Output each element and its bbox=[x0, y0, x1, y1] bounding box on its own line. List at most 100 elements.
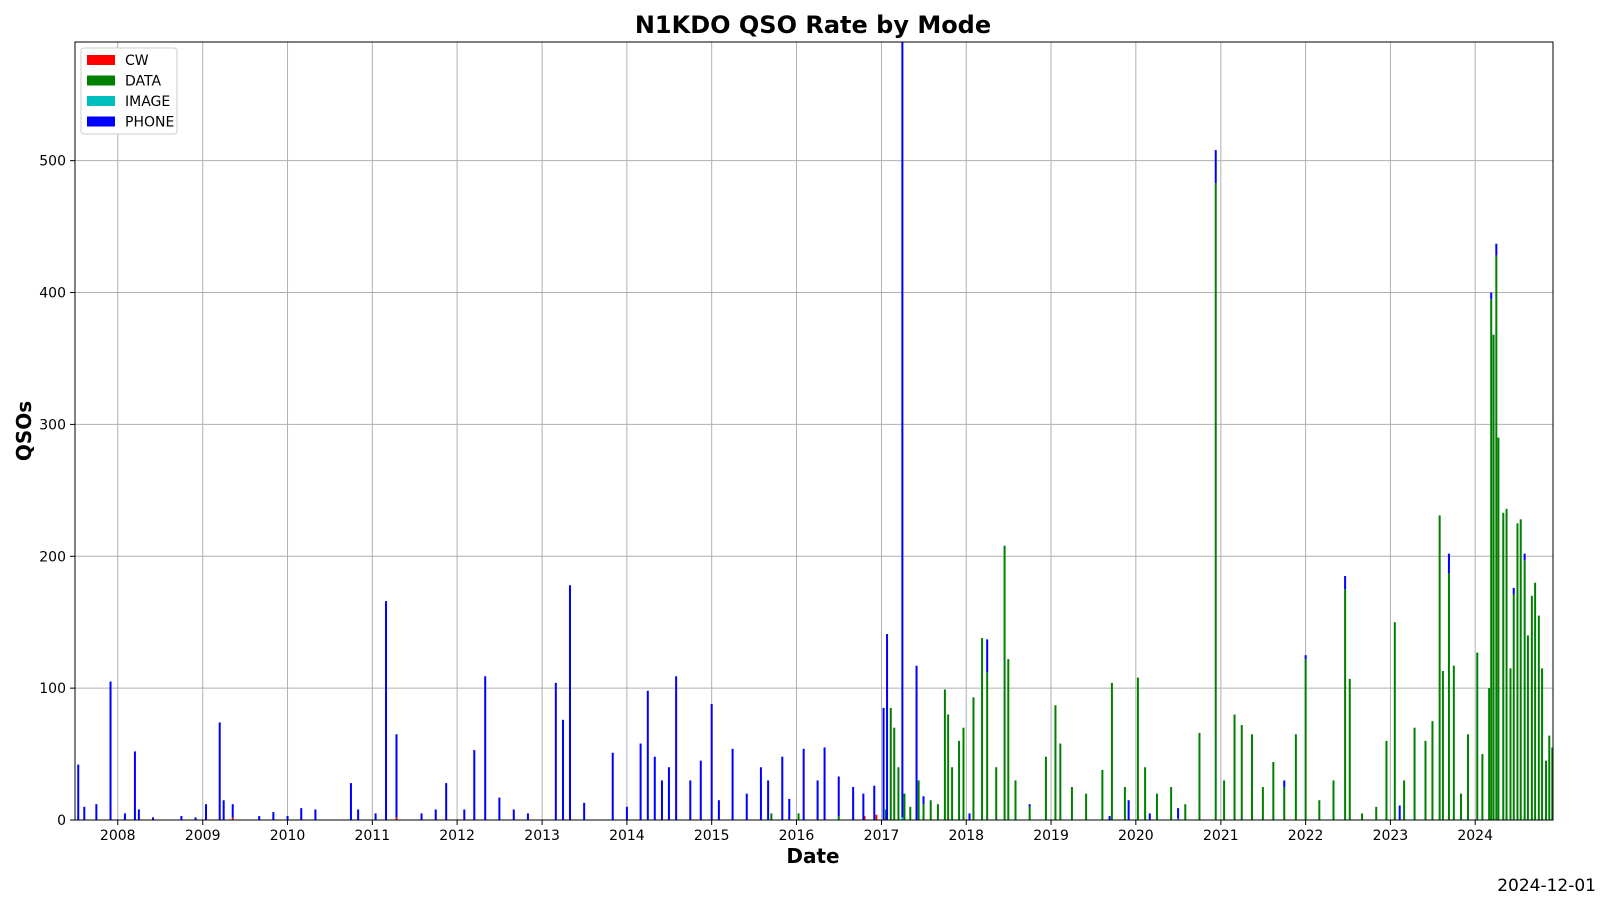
x-tick-label: 2009 bbox=[185, 828, 221, 844]
bar-data bbox=[1240, 725, 1243, 820]
bar-phone bbox=[1523, 553, 1526, 561]
plot-background bbox=[75, 42, 1553, 820]
bar-data bbox=[1509, 668, 1512, 820]
bar-phone bbox=[420, 813, 423, 820]
bar-data bbox=[1136, 677, 1139, 820]
grid-lines bbox=[75, 42, 1553, 820]
bar-phone bbox=[1304, 655, 1307, 660]
bar-phone bbox=[802, 748, 805, 820]
bar-phone bbox=[83, 806, 86, 820]
bar-data bbox=[951, 767, 954, 820]
bar-phone bbox=[901, 42, 904, 818]
bar-data bbox=[947, 714, 950, 820]
bar-phone bbox=[922, 796, 925, 805]
bar-data bbox=[1495, 255, 1498, 820]
bar-data bbox=[1385, 740, 1388, 820]
bar-phone bbox=[710, 703, 713, 820]
bar-data bbox=[995, 767, 998, 820]
bar-phone bbox=[767, 780, 770, 820]
bar-phone bbox=[473, 750, 476, 820]
bar-cw bbox=[231, 817, 234, 820]
bar-data bbox=[1460, 793, 1463, 820]
x-axis-label: Date bbox=[786, 844, 839, 868]
bar-phone bbox=[231, 804, 234, 818]
bar-phone bbox=[194, 817, 197, 820]
bar-data bbox=[1438, 515, 1441, 820]
bar-data bbox=[1332, 780, 1335, 820]
bar-data bbox=[981, 638, 984, 820]
bar-data bbox=[1184, 804, 1187, 820]
legend-swatch-image bbox=[87, 96, 115, 106]
bar-phone bbox=[152, 817, 155, 820]
bar-phone bbox=[1398, 805, 1401, 820]
bar-data bbox=[1505, 508, 1508, 820]
legend-swatch-data bbox=[87, 75, 115, 86]
bar-phone bbox=[374, 813, 377, 820]
bar-image bbox=[901, 817, 904, 820]
bar-data bbox=[1170, 787, 1173, 820]
bar-phone bbox=[562, 719, 565, 820]
bar-phone bbox=[434, 809, 437, 820]
bar-phone bbox=[445, 783, 448, 820]
bar-data bbox=[1424, 740, 1427, 820]
x-tick-label: 2012 bbox=[439, 828, 475, 844]
bar-data bbox=[1028, 806, 1031, 820]
legend-label-cw: CW bbox=[125, 53, 149, 69]
bar-data bbox=[1551, 747, 1554, 820]
x-tick-label: 2019 bbox=[1033, 828, 1069, 844]
bar-phone bbox=[109, 681, 112, 820]
bar-phone bbox=[781, 756, 784, 820]
bar-phone bbox=[1283, 780, 1286, 788]
bar-phone bbox=[395, 734, 398, 818]
bar-phone bbox=[1447, 553, 1450, 574]
series-data bbox=[770, 183, 1554, 820]
bar-data bbox=[1441, 670, 1444, 820]
bar-data bbox=[1054, 705, 1057, 820]
bar-data bbox=[1155, 793, 1158, 820]
bar-phone bbox=[77, 764, 80, 820]
bar-phone bbox=[1127, 800, 1130, 820]
bar-phone bbox=[717, 800, 720, 820]
legend-swatch-phone bbox=[87, 116, 115, 127]
bar-phone bbox=[886, 634, 889, 820]
bar-data bbox=[936, 804, 939, 820]
bar-data bbox=[962, 727, 965, 820]
bar-data bbox=[917, 780, 920, 820]
legend: CW DATA IMAGE PHONE bbox=[80, 47, 178, 135]
bar-data bbox=[1447, 573, 1450, 820]
bar-phone bbox=[1028, 804, 1031, 807]
bar-data bbox=[1534, 582, 1537, 820]
bar-phone bbox=[123, 813, 126, 820]
y-axis-label: QSOs bbox=[12, 401, 36, 461]
bar-data bbox=[1044, 756, 1047, 820]
bar-phone bbox=[1512, 587, 1515, 595]
bar-data bbox=[884, 809, 887, 820]
bar-data bbox=[1214, 183, 1217, 820]
bar-data bbox=[1304, 659, 1307, 820]
bar-phone bbox=[667, 767, 670, 820]
bar-phone bbox=[639, 743, 642, 820]
bar-phone bbox=[1490, 292, 1493, 300]
legend-swatch-cw bbox=[87, 55, 115, 65]
bar-data bbox=[922, 804, 925, 820]
bar-data bbox=[1476, 652, 1479, 820]
bar-phone bbox=[852, 787, 855, 820]
series-cw bbox=[231, 814, 878, 820]
x-tick-label: 2020 bbox=[1118, 828, 1154, 844]
bar-data bbox=[929, 800, 932, 820]
bar-data bbox=[837, 816, 840, 820]
bar-data bbox=[770, 813, 773, 820]
bar-phone bbox=[133, 751, 136, 820]
bar-phone bbox=[1148, 813, 1151, 820]
bar-phone bbox=[699, 760, 702, 820]
x-tick-label: 2014 bbox=[609, 828, 645, 844]
bar-data bbox=[1070, 787, 1073, 820]
bar-data bbox=[1502, 512, 1505, 820]
bar-phone bbox=[1495, 243, 1498, 256]
bar-phone bbox=[554, 682, 557, 820]
x-tick-label: 2011 bbox=[354, 828, 390, 844]
bar-phone bbox=[349, 783, 352, 820]
bar-phone bbox=[745, 793, 748, 820]
bar-data bbox=[1526, 635, 1529, 820]
